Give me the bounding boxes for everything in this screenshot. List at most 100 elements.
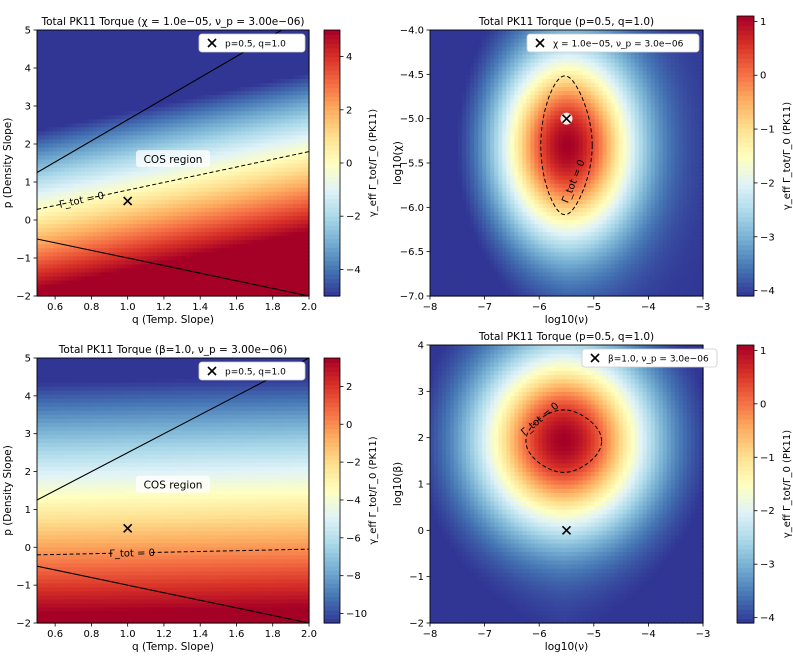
heatmap-cell: [149, 175, 154, 180]
heatmap-cell: [257, 107, 262, 112]
heatmap-cell: [165, 284, 170, 289]
heatmap-cell: [201, 236, 206, 241]
heatmap-cell: [101, 232, 106, 237]
heatmap-cell: [245, 187, 250, 192]
heatmap-cell: [265, 143, 270, 148]
heatmap-cell: [229, 115, 234, 120]
heatmap-cell: [245, 90, 250, 95]
heatmap-cell: [89, 171, 94, 176]
heatmap-cell: [285, 276, 290, 281]
heatmap-cell: [297, 70, 302, 75]
heatmap-cell: [73, 74, 78, 79]
heatmap-cell: [177, 143, 182, 148]
heatmap-cell: [65, 143, 70, 148]
heatmap-cell: [297, 187, 302, 192]
heatmap-cell: [185, 34, 190, 39]
heatmap-cell: [213, 260, 218, 265]
heatmap-cell: [285, 127, 290, 132]
heatmap-cell: [169, 58, 174, 63]
heatmap-cell: [297, 139, 302, 144]
heatmap-cell: [277, 252, 282, 257]
heatmap-cell: [49, 99, 54, 104]
heatmap-cell: [181, 284, 186, 289]
heatmap-cell: [185, 244, 190, 249]
heatmap-cell: [265, 135, 270, 140]
heatmap-cell: [61, 147, 66, 152]
heatmap-cell: [261, 195, 266, 200]
heatmap-cell: [165, 54, 170, 59]
heatmap-cell: [105, 280, 110, 285]
heatmap-cell: [77, 264, 82, 269]
heatmap-cell: [57, 187, 62, 192]
heatmap-cell: [225, 203, 230, 208]
heatmap-cell: [121, 207, 126, 212]
heatmap-cell: [213, 54, 218, 59]
heatmap-cell: [261, 264, 266, 269]
heatmap-cell: [173, 179, 178, 184]
heatmap-cell: [137, 195, 142, 200]
heatmap-cell: [133, 103, 138, 108]
heatmap-cell: [37, 135, 42, 140]
heatmap-cell: [193, 58, 198, 63]
heatmap-cell: [265, 264, 270, 269]
heatmap-cell: [213, 232, 218, 237]
heatmap-cell: [145, 46, 150, 51]
heatmap-cell: [45, 276, 50, 281]
heatmap-cell: [197, 187, 202, 192]
heatmap-cell: [77, 38, 82, 43]
heatmap-cell: [109, 66, 114, 71]
heatmap-cell: [253, 276, 258, 281]
heatmap-cell: [229, 135, 234, 140]
heatmap-cell: [273, 219, 278, 224]
heatmap-cell: [289, 111, 294, 116]
heatmap-cell: [157, 175, 162, 180]
heatmap-cell: [277, 54, 282, 59]
heatmap-cell: [181, 203, 186, 208]
heatmap-cell: [77, 171, 82, 176]
heatmap-cell: [233, 284, 238, 289]
heatmap-cell: [245, 131, 250, 136]
heatmap-cell: [145, 244, 150, 249]
heatmap-cell: [201, 86, 206, 91]
heatmap-cell: [45, 171, 50, 176]
heatmap-cell: [97, 42, 102, 47]
heatmap-cell: [77, 42, 82, 47]
heatmap-cell: [173, 82, 178, 87]
heatmap-cell: [85, 264, 90, 269]
heatmap-cell: [237, 58, 242, 63]
heatmap-cell: [273, 183, 278, 188]
heatmap-cell: [213, 139, 218, 144]
heatmap-cell: [97, 219, 102, 224]
heatmap-cell: [89, 175, 94, 180]
heatmap-cell: [173, 30, 178, 35]
heatmap-cell: [257, 90, 262, 95]
heatmap-cell: [281, 82, 286, 87]
heatmap-cell: [101, 103, 106, 108]
heatmap-cell: [189, 42, 194, 47]
heatmap-cell: [37, 99, 42, 104]
heatmap-cell: [41, 256, 46, 261]
heatmap-cell: [225, 272, 230, 277]
heatmap-cell: [49, 139, 54, 144]
heatmap-cell: [137, 232, 142, 237]
heatmap-cell: [69, 280, 74, 285]
heatmap-cell: [109, 171, 114, 176]
heatmap-cell: [289, 103, 294, 108]
heatmap-cell: [289, 268, 294, 273]
heatmap-cell: [233, 232, 238, 237]
heatmap-cell: [189, 199, 194, 204]
heatmap-cell: [189, 30, 194, 35]
heatmap-cell: [137, 143, 142, 148]
heatmap-cell: [249, 195, 254, 200]
heatmap-cell: [97, 94, 102, 99]
heatmap-cell: [141, 240, 146, 245]
heatmap-cell: [53, 175, 58, 180]
heatmap-cell: [261, 115, 266, 120]
heatmap-cell: [221, 103, 226, 108]
heatmap-cell: [185, 227, 190, 232]
heatmap-cell: [105, 244, 110, 249]
heatmap-cell: [53, 252, 58, 257]
heatmap-cell: [81, 215, 86, 220]
heatmap-cell: [257, 119, 262, 124]
heatmap-cell: [53, 66, 58, 71]
